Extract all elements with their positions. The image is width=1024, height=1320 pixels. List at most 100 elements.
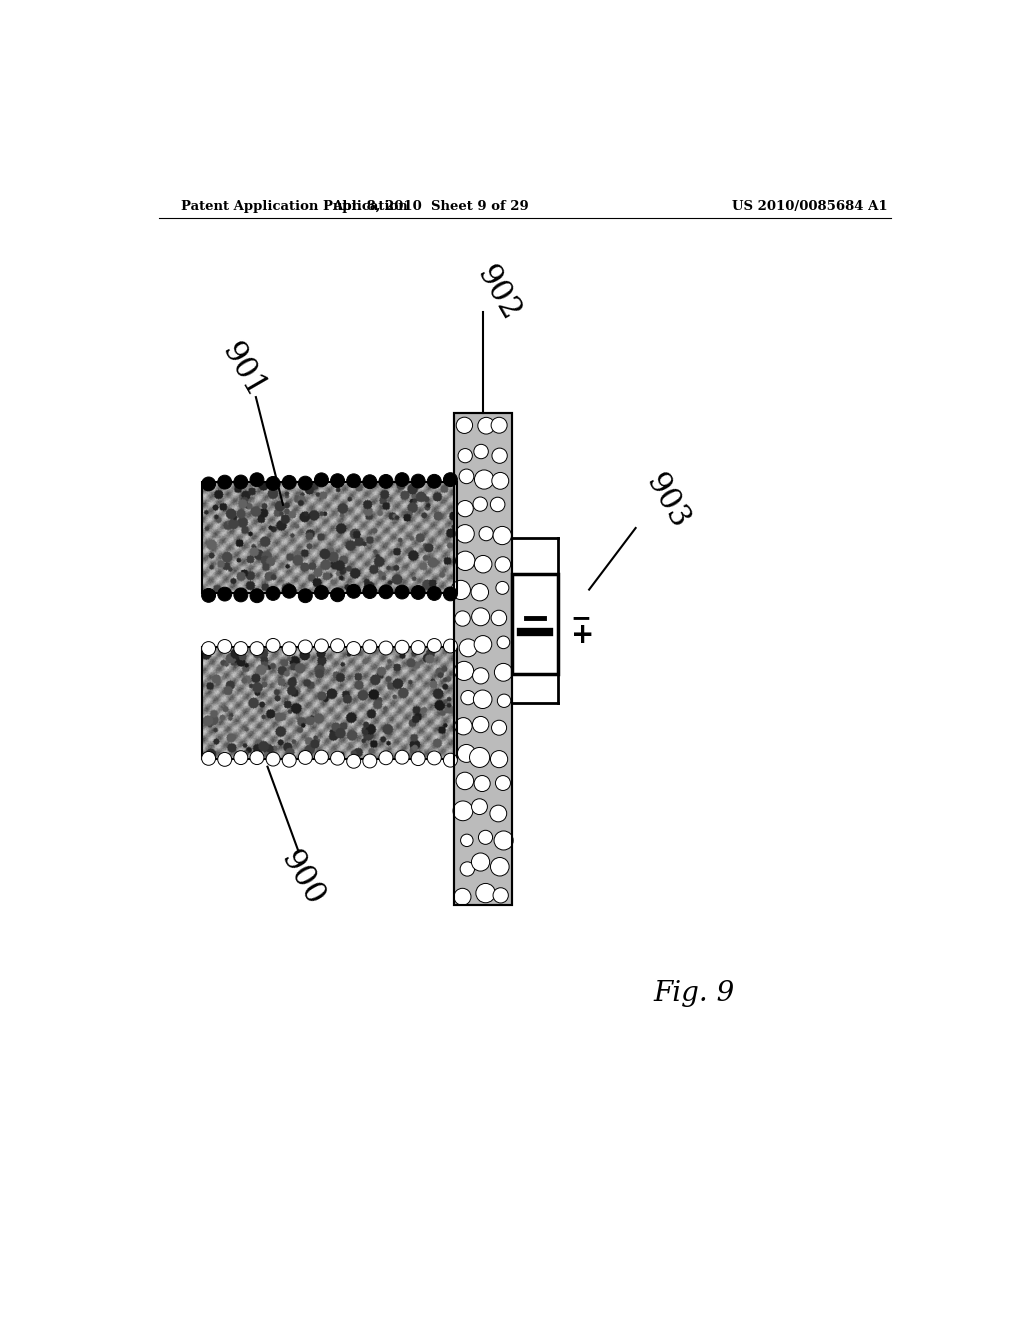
Bar <box>512 574 558 675</box>
Circle shape <box>412 586 425 599</box>
Circle shape <box>331 639 344 652</box>
Circle shape <box>314 473 329 487</box>
Circle shape <box>427 639 441 652</box>
Circle shape <box>379 474 393 488</box>
Circle shape <box>490 498 505 512</box>
Circle shape <box>427 751 441 764</box>
Circle shape <box>395 640 409 655</box>
Circle shape <box>298 640 312 653</box>
Circle shape <box>233 587 248 602</box>
Circle shape <box>461 834 473 846</box>
Text: 903: 903 <box>639 469 694 535</box>
Circle shape <box>250 473 264 487</box>
Circle shape <box>489 805 507 822</box>
Bar <box>202 482 458 594</box>
Circle shape <box>347 754 360 768</box>
Circle shape <box>379 751 393 764</box>
Circle shape <box>266 586 280 601</box>
Circle shape <box>250 751 264 764</box>
Circle shape <box>498 694 511 708</box>
Circle shape <box>459 469 474 483</box>
Circle shape <box>347 642 360 656</box>
Text: −: − <box>570 606 592 630</box>
Text: Fig. 9: Fig. 9 <box>653 981 734 1007</box>
Circle shape <box>202 589 216 602</box>
Circle shape <box>458 449 472 463</box>
Text: Apr. 8, 2010  Sheet 9 of 29: Apr. 8, 2010 Sheet 9 of 29 <box>332 199 528 213</box>
Bar <box>454 412 512 906</box>
Circle shape <box>474 445 488 459</box>
Circle shape <box>497 636 510 648</box>
Circle shape <box>474 776 490 792</box>
Circle shape <box>218 475 231 488</box>
Text: US 2010/0085684 A1: US 2010/0085684 A1 <box>732 199 888 213</box>
Circle shape <box>471 583 488 601</box>
Circle shape <box>490 751 508 768</box>
Circle shape <box>495 664 512 681</box>
Circle shape <box>492 721 507 735</box>
Circle shape <box>461 690 475 705</box>
Circle shape <box>298 589 312 603</box>
Circle shape <box>443 473 458 487</box>
Circle shape <box>331 587 344 602</box>
Circle shape <box>362 475 377 488</box>
Circle shape <box>474 470 494 490</box>
Circle shape <box>458 744 475 763</box>
Circle shape <box>412 751 425 766</box>
Circle shape <box>362 640 377 653</box>
Circle shape <box>266 477 280 490</box>
Circle shape <box>490 858 509 876</box>
Circle shape <box>233 475 248 488</box>
Circle shape <box>473 668 488 684</box>
Circle shape <box>459 639 477 657</box>
Circle shape <box>412 640 425 655</box>
Text: 901: 901 <box>215 337 270 403</box>
Circle shape <box>283 585 296 598</box>
Circle shape <box>460 862 474 876</box>
Circle shape <box>493 888 508 903</box>
Circle shape <box>218 639 231 653</box>
Bar <box>454 412 512 906</box>
Circle shape <box>314 586 329 599</box>
Circle shape <box>362 754 377 768</box>
Circle shape <box>427 474 441 488</box>
Circle shape <box>454 888 471 906</box>
Circle shape <box>443 639 458 653</box>
Circle shape <box>457 417 473 433</box>
Circle shape <box>283 475 296 490</box>
Text: 902: 902 <box>470 260 526 326</box>
Circle shape <box>362 585 377 598</box>
Circle shape <box>266 752 280 766</box>
Circle shape <box>443 754 458 767</box>
Circle shape <box>443 587 458 601</box>
Circle shape <box>331 474 344 487</box>
Circle shape <box>456 552 475 570</box>
Circle shape <box>495 557 511 572</box>
Circle shape <box>476 883 496 903</box>
Circle shape <box>455 661 474 681</box>
Circle shape <box>471 799 487 814</box>
Circle shape <box>453 801 473 821</box>
Circle shape <box>474 635 492 653</box>
Circle shape <box>298 751 312 764</box>
Circle shape <box>233 642 248 656</box>
Circle shape <box>412 474 425 488</box>
Circle shape <box>493 527 511 545</box>
Circle shape <box>492 610 507 626</box>
Circle shape <box>283 642 296 656</box>
Circle shape <box>455 718 472 735</box>
Circle shape <box>473 690 492 709</box>
Circle shape <box>347 474 360 487</box>
Circle shape <box>456 524 474 543</box>
Circle shape <box>456 772 474 789</box>
Circle shape <box>472 607 489 626</box>
Circle shape <box>202 642 216 656</box>
Circle shape <box>473 498 487 511</box>
Circle shape <box>479 527 494 541</box>
Bar <box>202 647 458 759</box>
Circle shape <box>298 477 312 490</box>
Circle shape <box>314 750 329 764</box>
Circle shape <box>492 473 509 490</box>
Circle shape <box>472 717 488 733</box>
Circle shape <box>395 585 409 599</box>
